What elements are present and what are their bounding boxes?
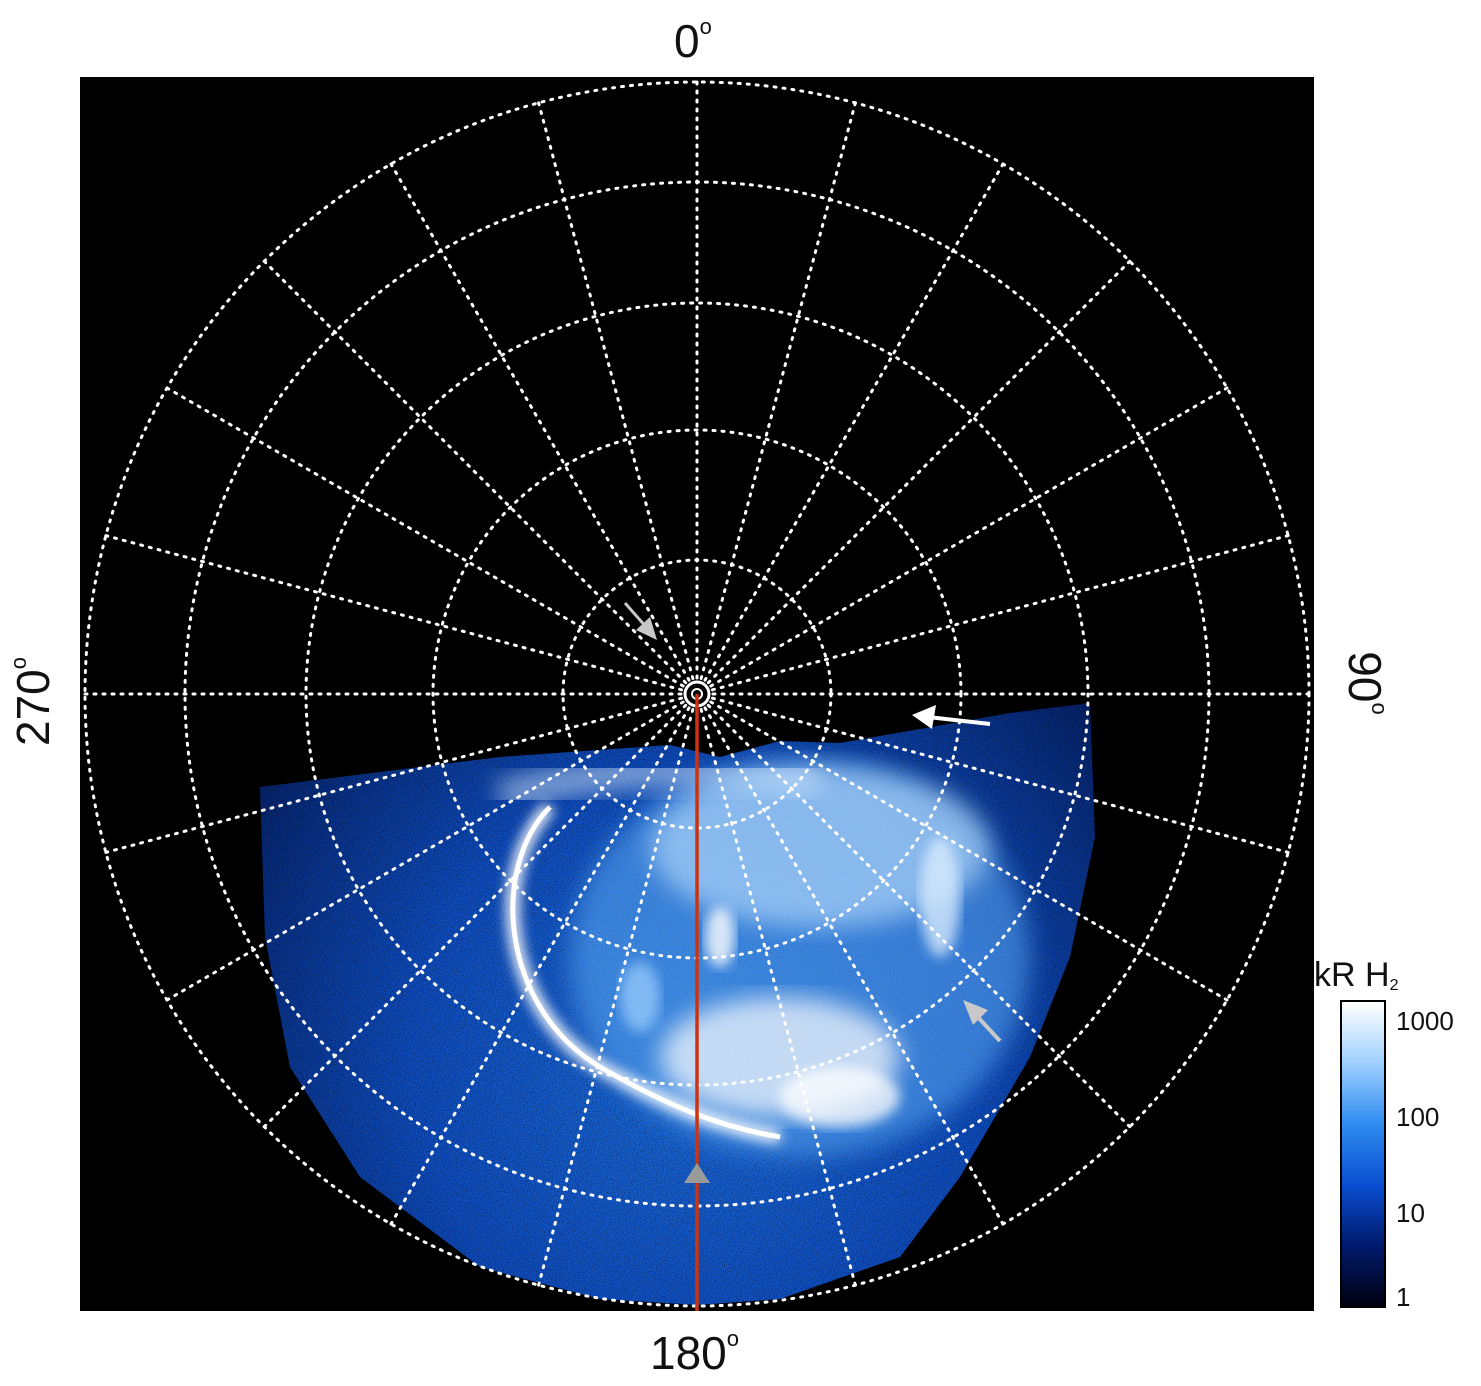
- meridian-line: [262, 259, 688, 685]
- meridian-line: [709, 700, 1229, 1002]
- direction-marker-triangle: [684, 1163, 710, 1183]
- meridian-line: [709, 386, 1229, 688]
- meridian-line: [389, 162, 691, 682]
- meridian-line: [165, 700, 685, 1002]
- degree-symbol: o: [699, 14, 712, 39]
- degree-symbol: o: [1367, 702, 1392, 715]
- colorbar: [1340, 1000, 1386, 1308]
- degree-symbol: o: [6, 657, 31, 670]
- meridian-line: [706, 703, 1132, 1129]
- meridian-line: [710, 696, 1290, 854]
- meridian-line: [104, 534, 684, 692]
- arrow-grey-lower-right: [963, 1000, 1002, 1043]
- aurora-emission: [260, 703, 1095, 1305]
- colorbar-title-subscript: 2: [1389, 977, 1399, 994]
- colorbar-tick-1: 1: [1396, 1282, 1411, 1312]
- arrow-grey-upper-left: [623, 602, 657, 640]
- colorbar-tick-100: 100: [1396, 1102, 1440, 1132]
- meridian-line: [699, 101, 857, 681]
- meridian-line: [537, 707, 695, 1287]
- colorbar-title-main: kR H: [1314, 956, 1390, 994]
- meridian-line: [706, 259, 1132, 685]
- longitude-label-0-value: 0: [674, 15, 700, 67]
- longitude-label-180: 180o: [650, 1327, 739, 1379]
- longitude-label-180-value: 180: [650, 1327, 727, 1379]
- arrow-white-right: [912, 705, 991, 729]
- longitude-label-270-value: 270: [7, 669, 59, 746]
- meridian-line: [262, 703, 688, 1129]
- colorbar-tick-10: 10: [1396, 1198, 1425, 1228]
- meridian-line: [703, 706, 1005, 1226]
- meridian-line: [703, 162, 1005, 682]
- degree-symbol: o: [726, 1326, 739, 1351]
- colorbar-title: kR H2: [1314, 956, 1398, 995]
- meridian-line: [537, 101, 695, 681]
- meridian-line: [104, 696, 684, 854]
- meridian-line: [389, 706, 691, 1226]
- longitude-label-270: 270o: [6, 657, 59, 746]
- polar-projection-svg: [83, 80, 1311, 1311]
- longitude-label-0: 0o: [674, 15, 712, 67]
- longitude-label-90-value: 90: [1339, 651, 1391, 703]
- polar-aurora-image: [80, 77, 1314, 1311]
- meridian-line: [699, 707, 857, 1287]
- longitude-label-90: 90o: [1339, 648, 1392, 718]
- colorbar-tick-1000: 1000: [1396, 1006, 1454, 1036]
- meridian-line: [710, 534, 1290, 692]
- meridian-line: [165, 386, 685, 688]
